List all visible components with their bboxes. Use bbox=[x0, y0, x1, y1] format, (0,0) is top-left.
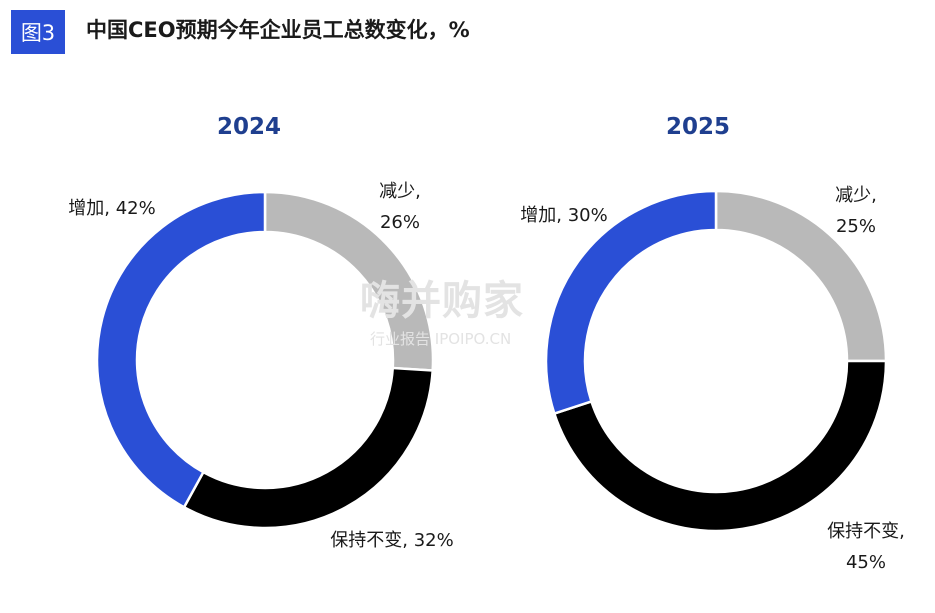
donut-2024-label-1: 保持不变, 32% bbox=[330, 530, 453, 551]
donut-2024-label-2: 增加, 42% bbox=[68, 198, 155, 219]
donut-2025-slice-1 bbox=[554, 361, 886, 531]
donut-2025-label-2: 增加, 30% bbox=[520, 205, 607, 226]
donut-2025-label-0: 减少, 25% bbox=[835, 185, 877, 237]
donut-2025-label-1: 保持不变, 45% bbox=[827, 521, 905, 573]
donut-2024-slice-1 bbox=[184, 368, 433, 528]
donut-2024-label-0: 减少, 26% bbox=[379, 181, 421, 233]
donut-2024-slice-2 bbox=[97, 192, 265, 507]
